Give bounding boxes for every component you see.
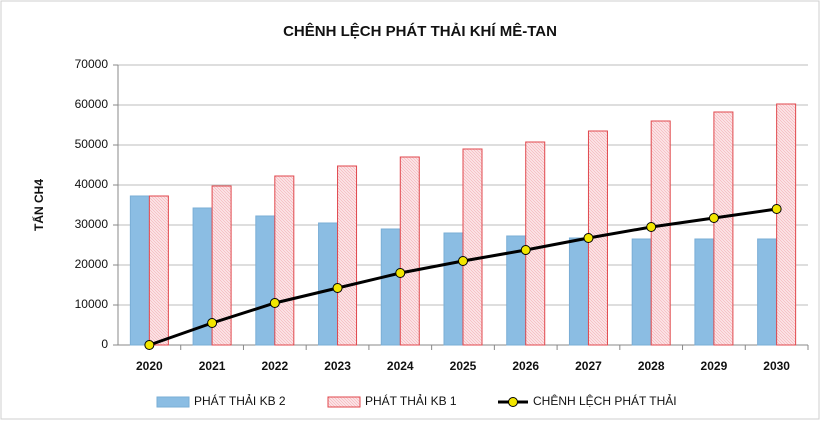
x-tick-label: 2020 (136, 359, 163, 373)
marker (520, 245, 531, 255)
y-tick-label: 70000 (75, 57, 109, 71)
y-tick-label: 40000 (75, 177, 109, 191)
y-tick-label: 30000 (75, 217, 109, 231)
bar (274, 175, 295, 346)
y-tick-label: 60000 (75, 97, 109, 111)
marker (144, 340, 155, 350)
marker (708, 213, 719, 223)
y-tick-label: 10000 (75, 297, 109, 311)
bar (148, 195, 169, 346)
bar (443, 232, 464, 346)
x-tick-label: 2023 (324, 359, 351, 373)
chart-title: CHÊNH LỆCH PHÁT THẢI KHÍ MÊ-TAN (283, 22, 557, 40)
bar (337, 165, 358, 346)
legend-marker (508, 397, 518, 407)
bar (568, 237, 589, 346)
legend-swatch (156, 396, 190, 408)
marker (207, 318, 218, 328)
y-tick-label: 0 (101, 337, 108, 351)
x-tick-label: 2021 (199, 359, 226, 373)
marker (771, 204, 782, 214)
x-tick-label: 2027 (575, 359, 602, 373)
legend-label: PHÁT THẢI KB 2 (194, 393, 286, 408)
marker (583, 233, 594, 243)
marker (458, 256, 468, 266)
bar (211, 185, 232, 346)
bar (525, 141, 546, 346)
bar (776, 103, 797, 346)
x-tick-label: 2030 (763, 359, 790, 373)
legend-swatch (327, 396, 361, 408)
bar (399, 156, 420, 346)
x-tick-label: 2028 (638, 359, 665, 373)
legend-label: PHÁT THẢI KB 1 (365, 393, 457, 408)
bar (713, 111, 734, 346)
bar (380, 228, 401, 346)
x-tick-label: 2025 (450, 359, 477, 373)
marker (332, 283, 343, 293)
bar (757, 238, 778, 346)
bar (129, 195, 150, 346)
x-tick-label: 2022 (261, 359, 288, 373)
bar (462, 148, 483, 346)
y-axis-label: TẤN CH4 (31, 179, 46, 231)
marker (646, 222, 657, 232)
bar (631, 238, 652, 346)
bar (650, 120, 671, 346)
marker (269, 298, 280, 308)
x-tick-label: 2026 (512, 359, 539, 373)
bar (255, 215, 276, 346)
marker (395, 268, 406, 278)
legend-label: CHÊNH LỆCH PHÁT THẢI (533, 393, 677, 408)
y-tick-label: 20000 (75, 257, 109, 271)
x-tick-label: 2029 (701, 359, 728, 373)
bar (694, 238, 715, 346)
x-tick-label: 2024 (387, 359, 414, 373)
y-tick-label: 50000 (75, 137, 109, 151)
